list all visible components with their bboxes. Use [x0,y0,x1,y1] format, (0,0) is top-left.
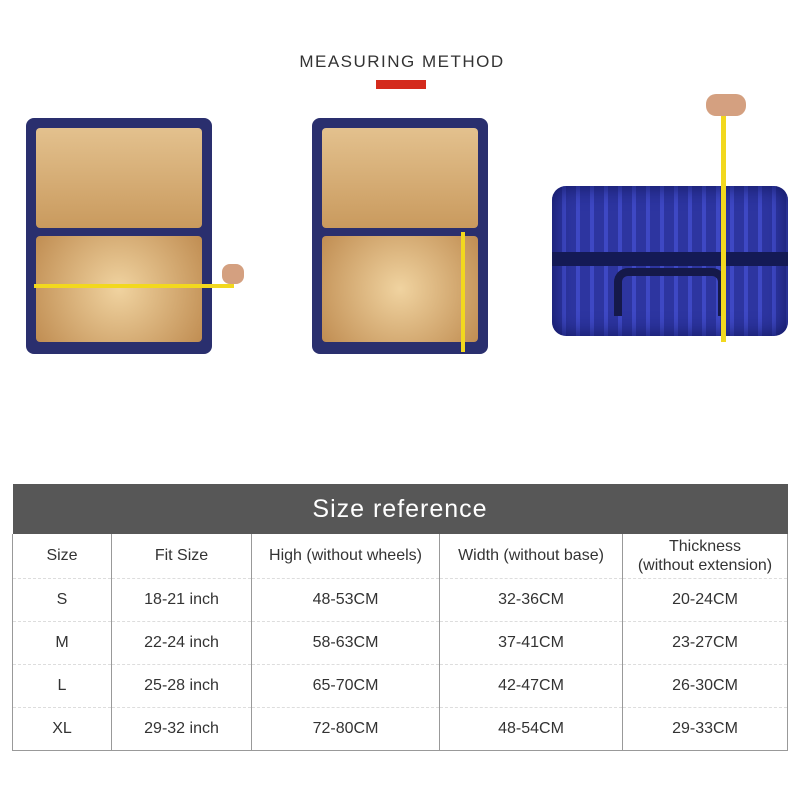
table-row: M 22-24 inch 58-63CM 37-41CM 23-27CM [12,621,788,665]
cell: 25-28 inch [111,664,252,708]
cell: 72-80CM [251,707,440,751]
cell: 48-54CM [439,707,623,751]
column-header: Thickness (without extension) [622,534,788,579]
cell: XL [12,707,112,751]
table-row: L 25-28 inch 65-70CM 42-47CM 26-30CM [12,664,788,708]
cell: 29-33CM [622,707,788,751]
page-title: MEASURING METHOD [299,52,505,71]
table-header-row: Size Fit Size High (without wheels) Widt… [12,534,788,579]
cell: 22-24 inch [111,621,252,665]
cell: L [12,664,112,708]
column-header: Width (without base) [439,534,623,579]
cell: 18-21 inch [111,578,252,622]
table-row: S 18-21 inch 48-53CM 32-36CM 20-24CM [12,578,788,622]
cell: 65-70CM [251,664,440,708]
cell: 26-30CM [622,664,788,708]
column-header: Fit Size [111,534,252,579]
title-underline [376,80,426,89]
cell: 42-47CM [439,664,623,708]
column-header: High (without wheels) [251,534,440,579]
column-header: Size [12,534,112,579]
size-reference-table: Size reference Size Fit Size High (witho… [12,484,788,751]
table-row: XL 29-32 inch 72-80CM 48-54CM 29-33CM [12,707,788,751]
cell: 48-53CM [251,578,440,622]
cell: M [12,621,112,665]
cell: 37-41CM [439,621,623,665]
cell: 23-27CM [622,621,788,665]
cell: 58-63CM [251,621,440,665]
cell: 32-36CM [439,578,623,622]
cell: 20-24CM [622,578,788,622]
cell: S [12,578,112,622]
cell: 29-32 inch [111,707,252,751]
table-title: Size reference [12,484,788,534]
